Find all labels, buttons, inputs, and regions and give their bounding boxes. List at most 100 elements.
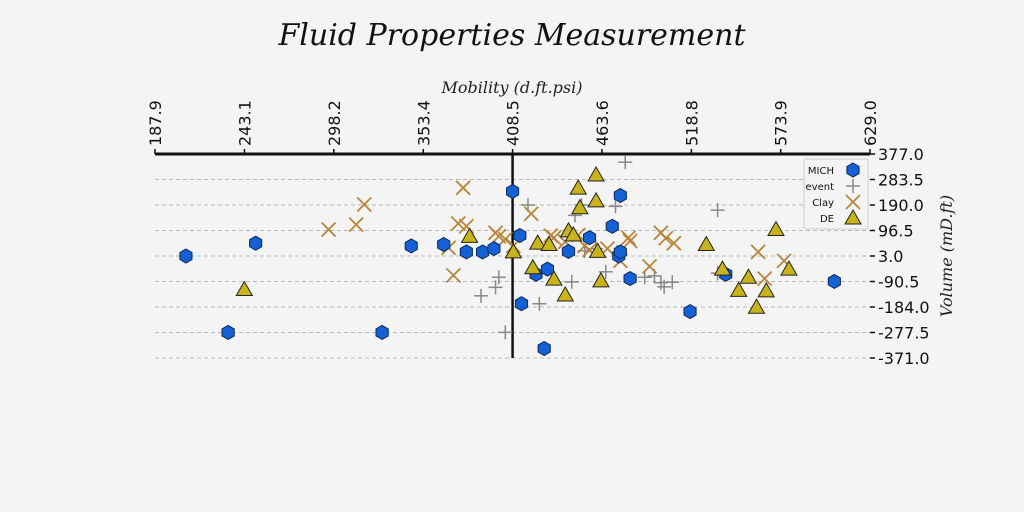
data-point-de <box>545 270 563 286</box>
data-point-event <box>665 275 680 290</box>
data-point-mich <box>613 244 627 260</box>
data-point-clay <box>757 270 773 287</box>
data-point-mich <box>605 218 619 234</box>
legend-marker-clay <box>845 194 861 210</box>
x-tick-label: 353.4 <box>414 100 433 146</box>
data-point-de <box>780 260 798 276</box>
data-point-clay <box>620 230 637 246</box>
data-point-mich <box>537 340 551 357</box>
data-point-event <box>532 296 547 311</box>
data-point-clay <box>450 215 466 232</box>
series-de <box>235 165 798 314</box>
data-point-event <box>488 280 503 295</box>
x-tick-label: 573.9 <box>772 100 791 146</box>
data-point-de <box>528 234 547 250</box>
data-point-mich <box>623 271 637 287</box>
series-mich <box>179 183 841 357</box>
x-tick-label: 187.9 <box>146 100 165 146</box>
data-point-de <box>592 271 610 288</box>
data-point-de <box>523 258 542 275</box>
x-tick-label: 298.2 <box>325 100 344 146</box>
data-point-event <box>608 199 623 214</box>
y-tick-label: 190.0 <box>878 196 924 215</box>
x-tick-label: 408.5 <box>504 100 523 146</box>
data-point-de <box>504 242 523 259</box>
data-point-clay <box>523 206 539 222</box>
legend-label: event <box>806 182 835 193</box>
y-tick-label: 96.5 <box>878 222 914 241</box>
data-point-clay <box>641 258 658 275</box>
data-point-mich <box>249 235 263 251</box>
data-point-mich <box>827 273 841 289</box>
data-point-mich <box>437 236 451 253</box>
y-axis-label: Volume (mD.ft) <box>937 195 956 317</box>
data-point-clay <box>622 233 638 249</box>
data-point-clay <box>455 180 471 196</box>
data-point-clay <box>497 231 513 247</box>
data-point-de <box>587 191 605 208</box>
data-point-clay <box>348 216 364 233</box>
y-tick-label: -184.0 <box>878 298 930 317</box>
data-point-de <box>713 260 732 276</box>
data-point-de <box>570 198 589 215</box>
x-tick-label: 243.1 <box>235 100 254 146</box>
x-tick-label: 629.0 <box>861 100 880 146</box>
data-point-mich <box>459 244 473 260</box>
data-point-mich <box>487 241 501 257</box>
data-point-mich <box>513 227 527 244</box>
x-axis-label: Mobility (d.ft.psi) <box>441 78 583 97</box>
data-point-de <box>739 268 758 284</box>
data-point-de <box>588 242 607 258</box>
legend-marker-event <box>846 179 860 193</box>
data-point-event <box>473 288 488 303</box>
data-point-de <box>757 281 776 298</box>
data-point-mich <box>561 243 576 259</box>
data-point-de <box>460 227 479 243</box>
data-point-mich <box>476 244 490 260</box>
data-point-de <box>556 285 575 302</box>
data-point-mich <box>375 324 389 340</box>
data-point-de <box>697 235 716 252</box>
axes: 377.0 283.5 190.0 96.5 3.0 -90.5 -184.0 -277.5 -… <box>146 100 930 368</box>
data-point-event <box>657 279 672 294</box>
x-tick-label: 518.8 <box>682 100 701 146</box>
data-point-event <box>618 155 633 170</box>
legend-label: Clay <box>812 198 834 209</box>
data-point-de <box>235 280 254 297</box>
y-tick-label: -371.0 <box>878 349 930 368</box>
data-point-mich <box>514 296 529 312</box>
data-point-clay <box>653 225 669 241</box>
data-point-de <box>587 165 605 182</box>
legend-label: MICH <box>808 166 834 177</box>
legend: MICH event Clay DE <box>803 158 869 230</box>
data-point-event <box>498 325 513 340</box>
data-point-mich <box>583 230 597 246</box>
y-tick-label: -277.5 <box>878 324 930 343</box>
legend-marker-mich <box>846 162 860 178</box>
y-tick-label: 377.0 <box>878 145 924 164</box>
data-point-de <box>564 225 583 242</box>
legend-label: DE <box>820 214 834 225</box>
data-point-event <box>637 270 652 285</box>
y-tick-label: -90.5 <box>878 273 919 292</box>
data-point-clay <box>320 221 337 238</box>
data-point-event <box>564 274 579 289</box>
chart-title: Fluid Properties Measurement <box>277 18 746 53</box>
data-point-mich <box>613 187 627 204</box>
data-point-mich <box>404 238 418 254</box>
data-point-de <box>569 179 588 195</box>
legend-marker-de <box>844 208 862 225</box>
data-point-event <box>598 264 613 279</box>
data-point-clay <box>356 196 372 213</box>
data-point-de <box>767 220 785 237</box>
y-tick-label: 3.0 <box>878 247 903 266</box>
data-points <box>179 155 841 357</box>
data-point-mich <box>221 324 235 340</box>
data-point-de <box>540 235 558 252</box>
data-point-mich <box>506 183 520 199</box>
data-point-de <box>729 281 748 297</box>
data-point-mich <box>540 261 554 277</box>
data-point-event <box>491 270 506 285</box>
y-tick-label: 283.5 <box>878 171 924 190</box>
